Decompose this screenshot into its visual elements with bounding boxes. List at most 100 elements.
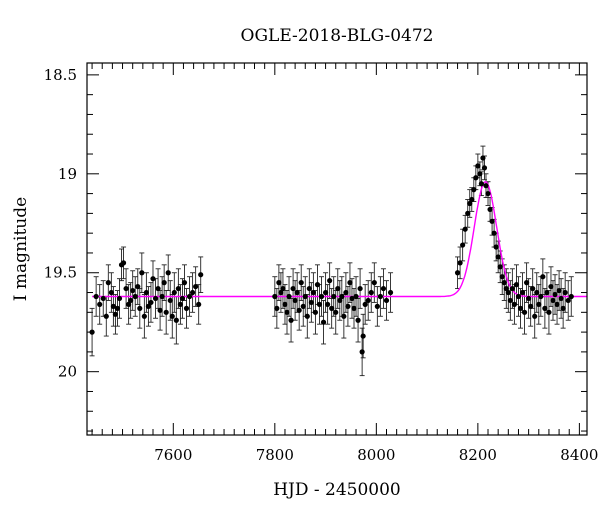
y-tick-label: 19.5 <box>44 264 77 282</box>
data-point <box>359 349 365 355</box>
data-point <box>477 171 483 177</box>
data-point <box>374 303 380 309</box>
data-point <box>487 206 493 213</box>
data-point <box>169 313 175 319</box>
data-point <box>534 289 540 296</box>
data-point <box>483 183 489 189</box>
x-tick-label: 8400 <box>560 446 598 464</box>
data-point <box>377 293 384 300</box>
x-tick-label: 8000 <box>357 446 395 464</box>
data-point <box>341 313 347 319</box>
data-point <box>550 297 556 304</box>
data-point <box>296 307 302 313</box>
x-axis-label: HJD - 2450000 <box>273 480 401 500</box>
data-point <box>460 242 466 248</box>
data-point <box>183 305 190 311</box>
data-point <box>123 285 129 292</box>
data-point <box>497 264 503 270</box>
data-point <box>485 190 491 197</box>
data-point <box>380 285 387 292</box>
data-point <box>345 303 351 309</box>
data-point <box>110 303 116 309</box>
data-point <box>193 283 199 290</box>
data-point <box>515 293 522 300</box>
data-point <box>467 200 473 207</box>
data-point <box>362 301 368 308</box>
data-point <box>89 329 95 335</box>
data-point <box>333 309 339 315</box>
data-point <box>513 282 520 288</box>
data-point <box>288 317 294 323</box>
data-point <box>335 285 341 292</box>
data-point <box>528 303 534 309</box>
data-point <box>318 293 325 300</box>
data-point <box>165 270 171 276</box>
data-point <box>130 287 136 294</box>
data-point <box>272 293 278 300</box>
data-point <box>478 181 485 187</box>
data-point <box>314 282 321 288</box>
data-point <box>556 287 562 294</box>
data-point <box>155 285 161 292</box>
data-point <box>300 303 306 309</box>
data-point <box>150 276 156 282</box>
data-point <box>493 244 499 250</box>
data-point <box>532 313 538 319</box>
data-point <box>312 309 319 315</box>
y-tick-label: 20 <box>58 363 77 381</box>
data-point <box>316 301 323 308</box>
data-point <box>530 285 536 292</box>
data-point <box>349 295 355 302</box>
chart-title: OGLE-2018-BLG-0472 <box>241 26 434 46</box>
data-points <box>89 155 574 355</box>
data-point <box>329 305 335 311</box>
data-point <box>562 289 568 296</box>
data-point <box>286 293 292 300</box>
data-point <box>481 165 488 171</box>
y-tick-label: 18.5 <box>44 66 77 84</box>
data-point <box>294 289 300 296</box>
data-point <box>542 305 548 311</box>
data-point <box>548 283 554 290</box>
data-point <box>507 297 513 304</box>
data-point <box>365 297 371 304</box>
data-point <box>327 278 333 284</box>
data-point <box>177 301 184 308</box>
data-point <box>189 289 196 296</box>
data-point <box>97 301 103 308</box>
data-point <box>322 289 329 296</box>
data-point <box>505 289 511 296</box>
data-point <box>171 289 177 296</box>
data-point <box>383 297 390 304</box>
data-point <box>560 305 566 311</box>
data-point <box>353 293 359 300</box>
data-point <box>304 313 310 319</box>
data-point <box>546 309 552 315</box>
data-point <box>308 299 314 306</box>
data-point <box>186 293 193 300</box>
data-point <box>181 280 188 286</box>
data-point <box>126 301 132 308</box>
data-point <box>519 289 526 296</box>
data-point <box>491 230 497 236</box>
data-point <box>93 293 99 300</box>
data-point <box>371 280 377 286</box>
data-point <box>114 305 121 311</box>
data-point <box>337 297 343 304</box>
data-point <box>167 297 173 304</box>
data-point <box>325 301 331 308</box>
data-point <box>473 175 479 181</box>
data-point <box>568 293 574 300</box>
data-point <box>465 210 471 216</box>
data-point <box>536 301 542 308</box>
data-point <box>128 297 134 304</box>
data-point <box>495 254 501 260</box>
data-point <box>368 289 374 296</box>
data-point <box>526 295 532 302</box>
data-point <box>347 280 353 286</box>
data-point <box>143 289 149 296</box>
data-point <box>480 155 486 161</box>
data-point <box>302 293 308 300</box>
data-point <box>454 270 461 276</box>
data-point <box>280 285 286 292</box>
